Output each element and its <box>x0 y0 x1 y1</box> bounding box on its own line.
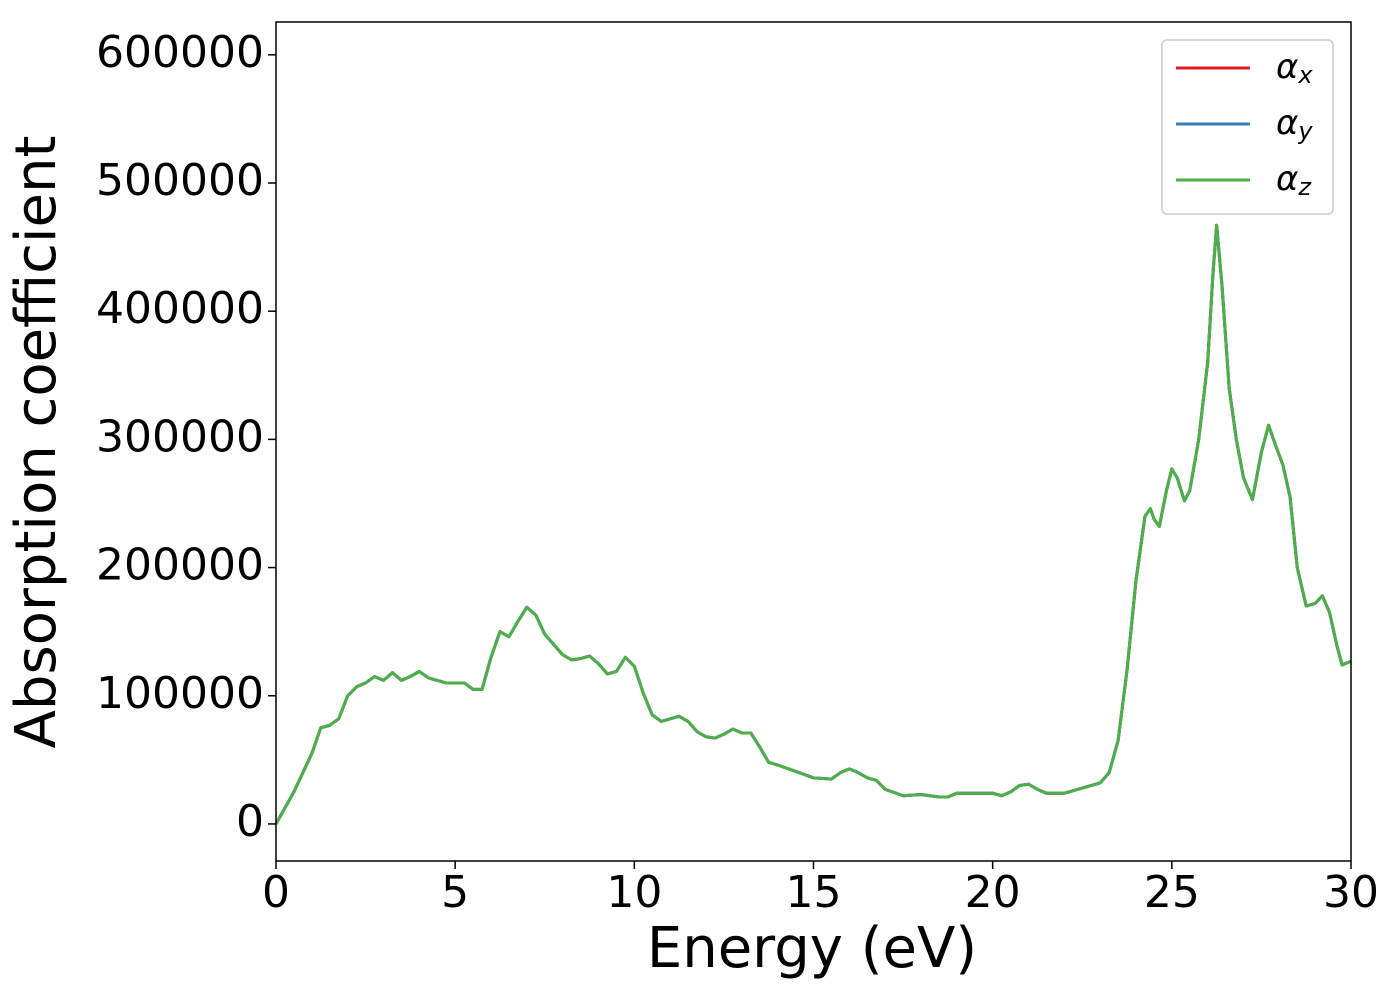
x-tick-label: 25 <box>1144 867 1200 918</box>
y-tick-label: 100000 <box>96 668 264 719</box>
plot-frame <box>275 21 1352 862</box>
y-tick-label: 500000 <box>96 155 264 206</box>
x-tick-label: 15 <box>786 867 842 918</box>
line-series <box>276 223 1351 825</box>
y-tick-label: 200000 <box>96 540 264 591</box>
legend: αx αy αz <box>1161 39 1334 215</box>
x-axis-label: Energy (eV) <box>647 916 977 981</box>
y-tick-label: 400000 <box>96 283 264 334</box>
legend-label: αy <box>1276 103 1313 146</box>
x-tick-label: 30 <box>1323 867 1379 918</box>
x-tick-label: 20 <box>965 867 1021 918</box>
legend-box <box>1161 39 1334 215</box>
x-tick-label: 5 <box>441 867 469 918</box>
y-tick-label: 600000 <box>96 27 264 78</box>
y-tick-label: 0 <box>236 796 264 847</box>
y-tick-label: 300000 <box>96 411 264 462</box>
legend-label: αx <box>1276 47 1313 90</box>
x-tick-label: 0 <box>262 867 290 918</box>
y-axis-label: Absorption coefficient <box>4 136 69 749</box>
x-tick-label: 10 <box>606 867 662 918</box>
legend-label: αz <box>1276 159 1312 202</box>
